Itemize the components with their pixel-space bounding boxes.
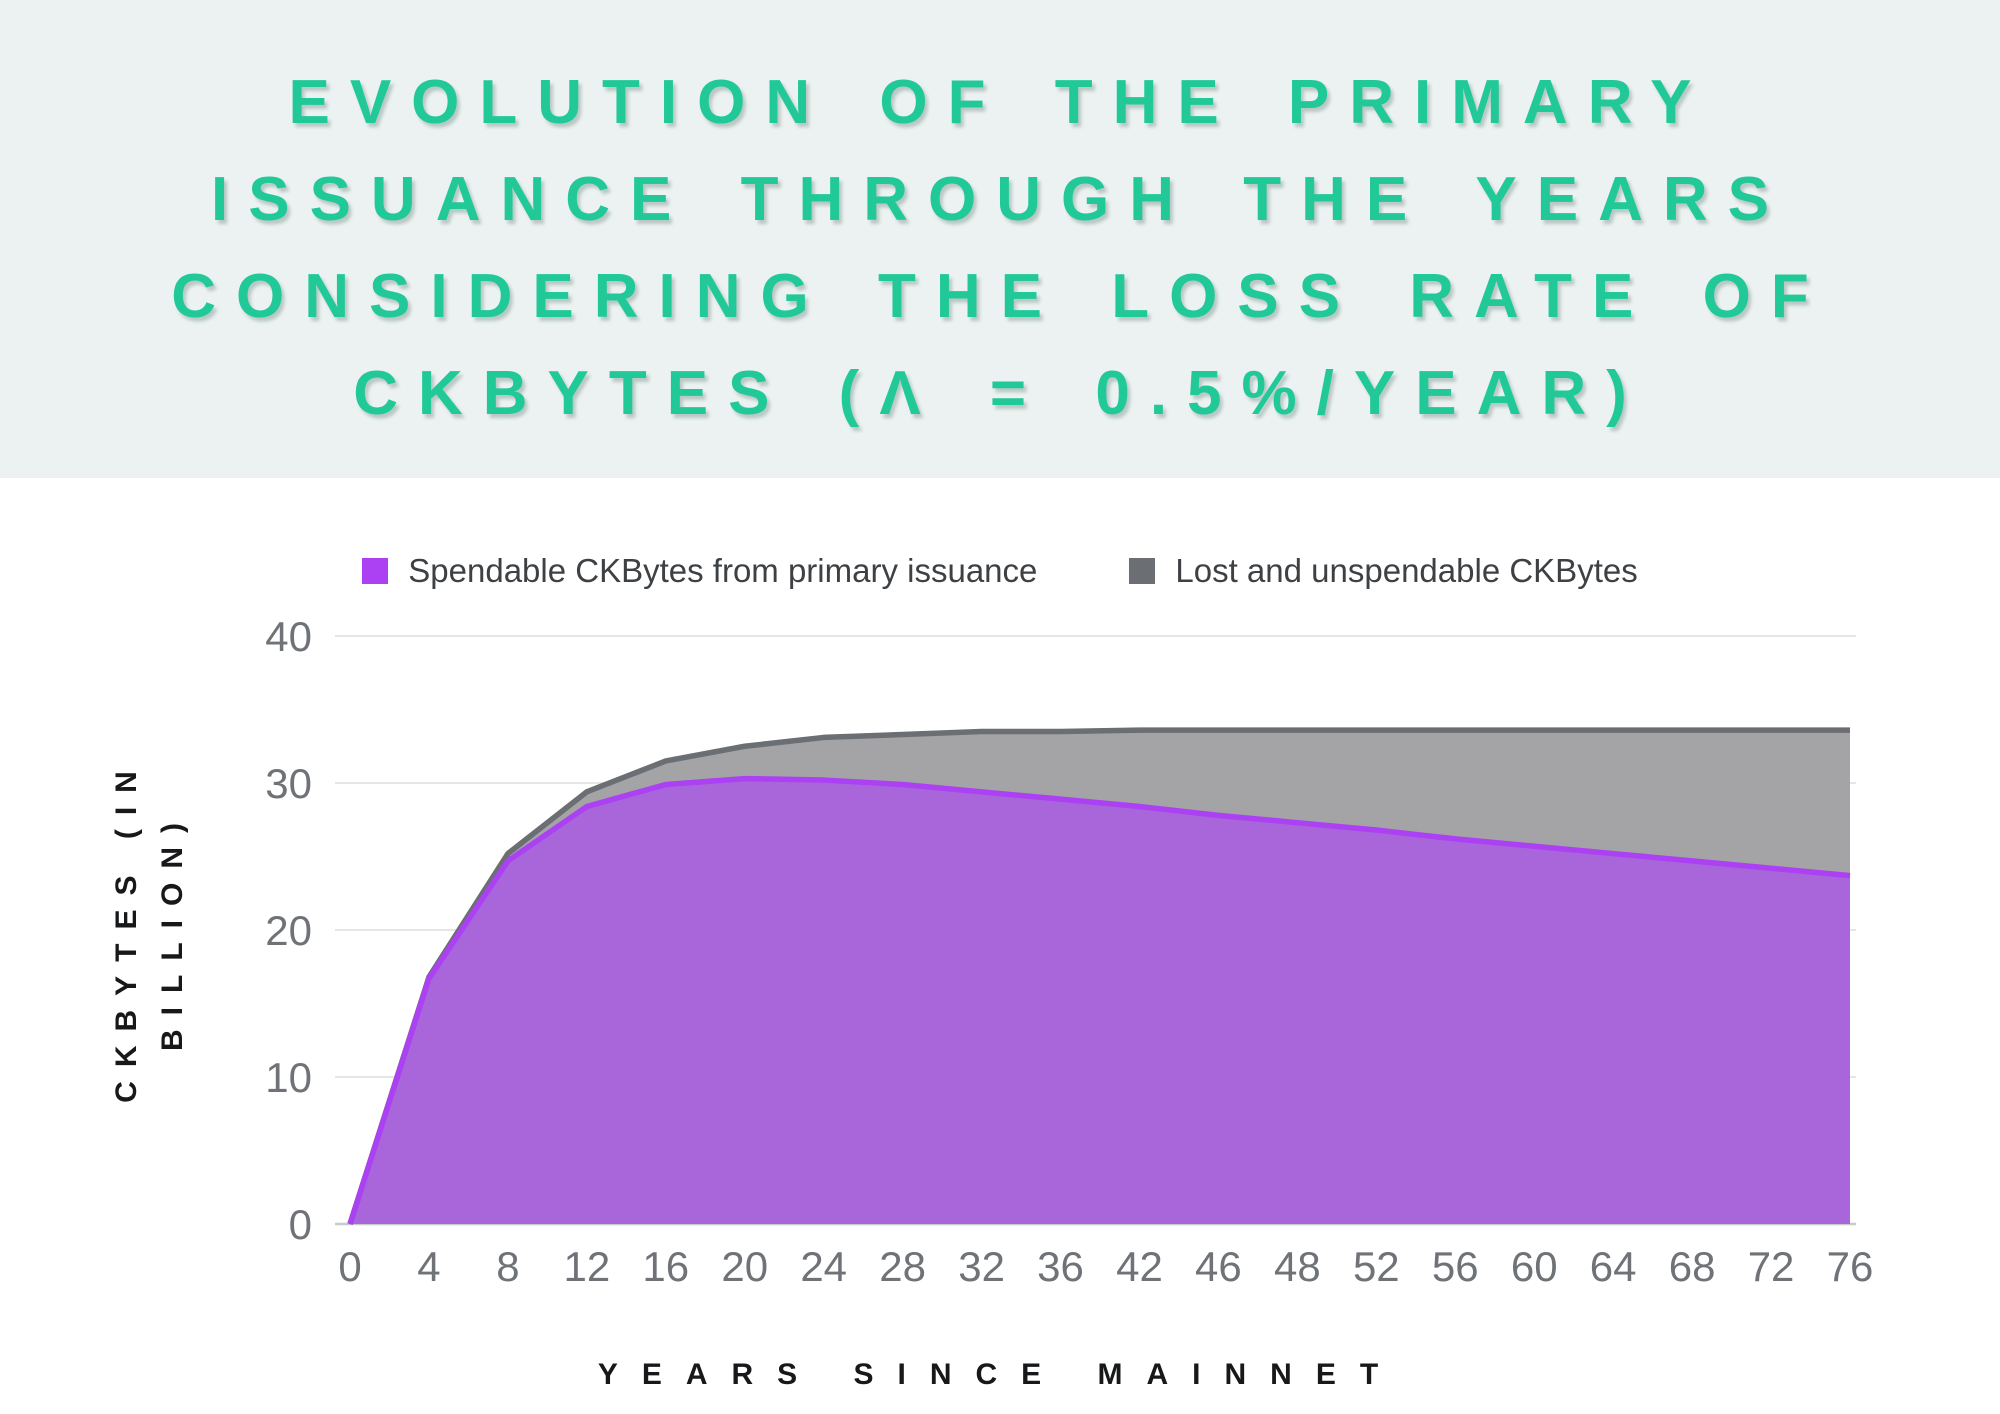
svg-text:16: 16 <box>642 1243 689 1290</box>
svg-text:12: 12 <box>563 1243 610 1290</box>
chart-title-line-2: ISSUANCE THROUGH THE YEARS <box>211 165 1789 234</box>
svg-text:24: 24 <box>800 1243 847 1290</box>
chart-title: EVOLUTION OF THE PRIMARY ISSUANCE THROUG… <box>0 0 2000 442</box>
stacked-areas <box>347 727 1851 1225</box>
spendable-series-swatch-icon <box>362 558 389 584</box>
legend-item-spendable: Spendable CKBytes from primary issuance <box>362 552 1037 590</box>
svg-text:8: 8 <box>496 1243 519 1290</box>
svg-text:0: 0 <box>338 1243 361 1290</box>
svg-text:72: 72 <box>1748 1243 1795 1290</box>
svg-text:0: 0 <box>289 1201 312 1248</box>
svg-text:32: 32 <box>958 1243 1005 1290</box>
svg-text:52: 52 <box>1353 1243 1400 1290</box>
svg-text:68: 68 <box>1669 1243 1716 1290</box>
svg-text:76: 76 <box>1827 1243 1874 1290</box>
title-banner: EVOLUTION OF THE PRIMARY ISSUANCE THROUG… <box>0 0 2000 478</box>
svg-text:28: 28 <box>879 1243 926 1290</box>
lost-series-swatch-icon <box>1129 558 1156 584</box>
svg-text:56: 56 <box>1432 1243 1479 1290</box>
svg-text:60: 60 <box>1511 1243 1558 1290</box>
chart-title-line-4: CKBYTES (Λ = 0.5%/YEAR) <box>353 359 1647 428</box>
x-axis-title: YEARS SINCE MAINNET <box>597 1358 1403 1391</box>
legend-item-lost: Lost and unspendable CKBytes <box>1129 552 1638 590</box>
legend-label-spendable: Spendable CKBytes from primary issuance <box>408 552 1038 589</box>
y-axis-title-line-2: BILLION) <box>156 809 189 1051</box>
svg-text:40: 40 <box>265 613 312 660</box>
svg-text:10: 10 <box>265 1054 312 1101</box>
svg-text:4: 4 <box>417 1243 440 1290</box>
svg-text:64: 64 <box>1590 1243 1637 1290</box>
y-axis-title: CKBYTES (IN BILLION) <box>104 696 196 1164</box>
chart-title-line-3: CONSIDERING THE LOSS RATE OF <box>171 262 1829 331</box>
svg-text:42: 42 <box>1116 1243 1163 1290</box>
legend-label-lost: Lost and unspendable CKBytes <box>1175 552 1638 589</box>
svg-text:36: 36 <box>1037 1243 1084 1290</box>
chart-legend: Spendable CKBytes from primary issuance … <box>0 552 2000 590</box>
svg-text:20: 20 <box>721 1243 768 1290</box>
svg-text:30: 30 <box>265 760 312 807</box>
svg-text:46: 46 <box>1195 1243 1242 1290</box>
y-axis-title-line-1: CKBYTES (IN <box>110 757 143 1103</box>
svg-text:20: 20 <box>265 907 312 954</box>
chart-title-line-1: EVOLUTION OF THE PRIMARY <box>288 68 1712 137</box>
svg-text:48: 48 <box>1274 1243 1321 1290</box>
